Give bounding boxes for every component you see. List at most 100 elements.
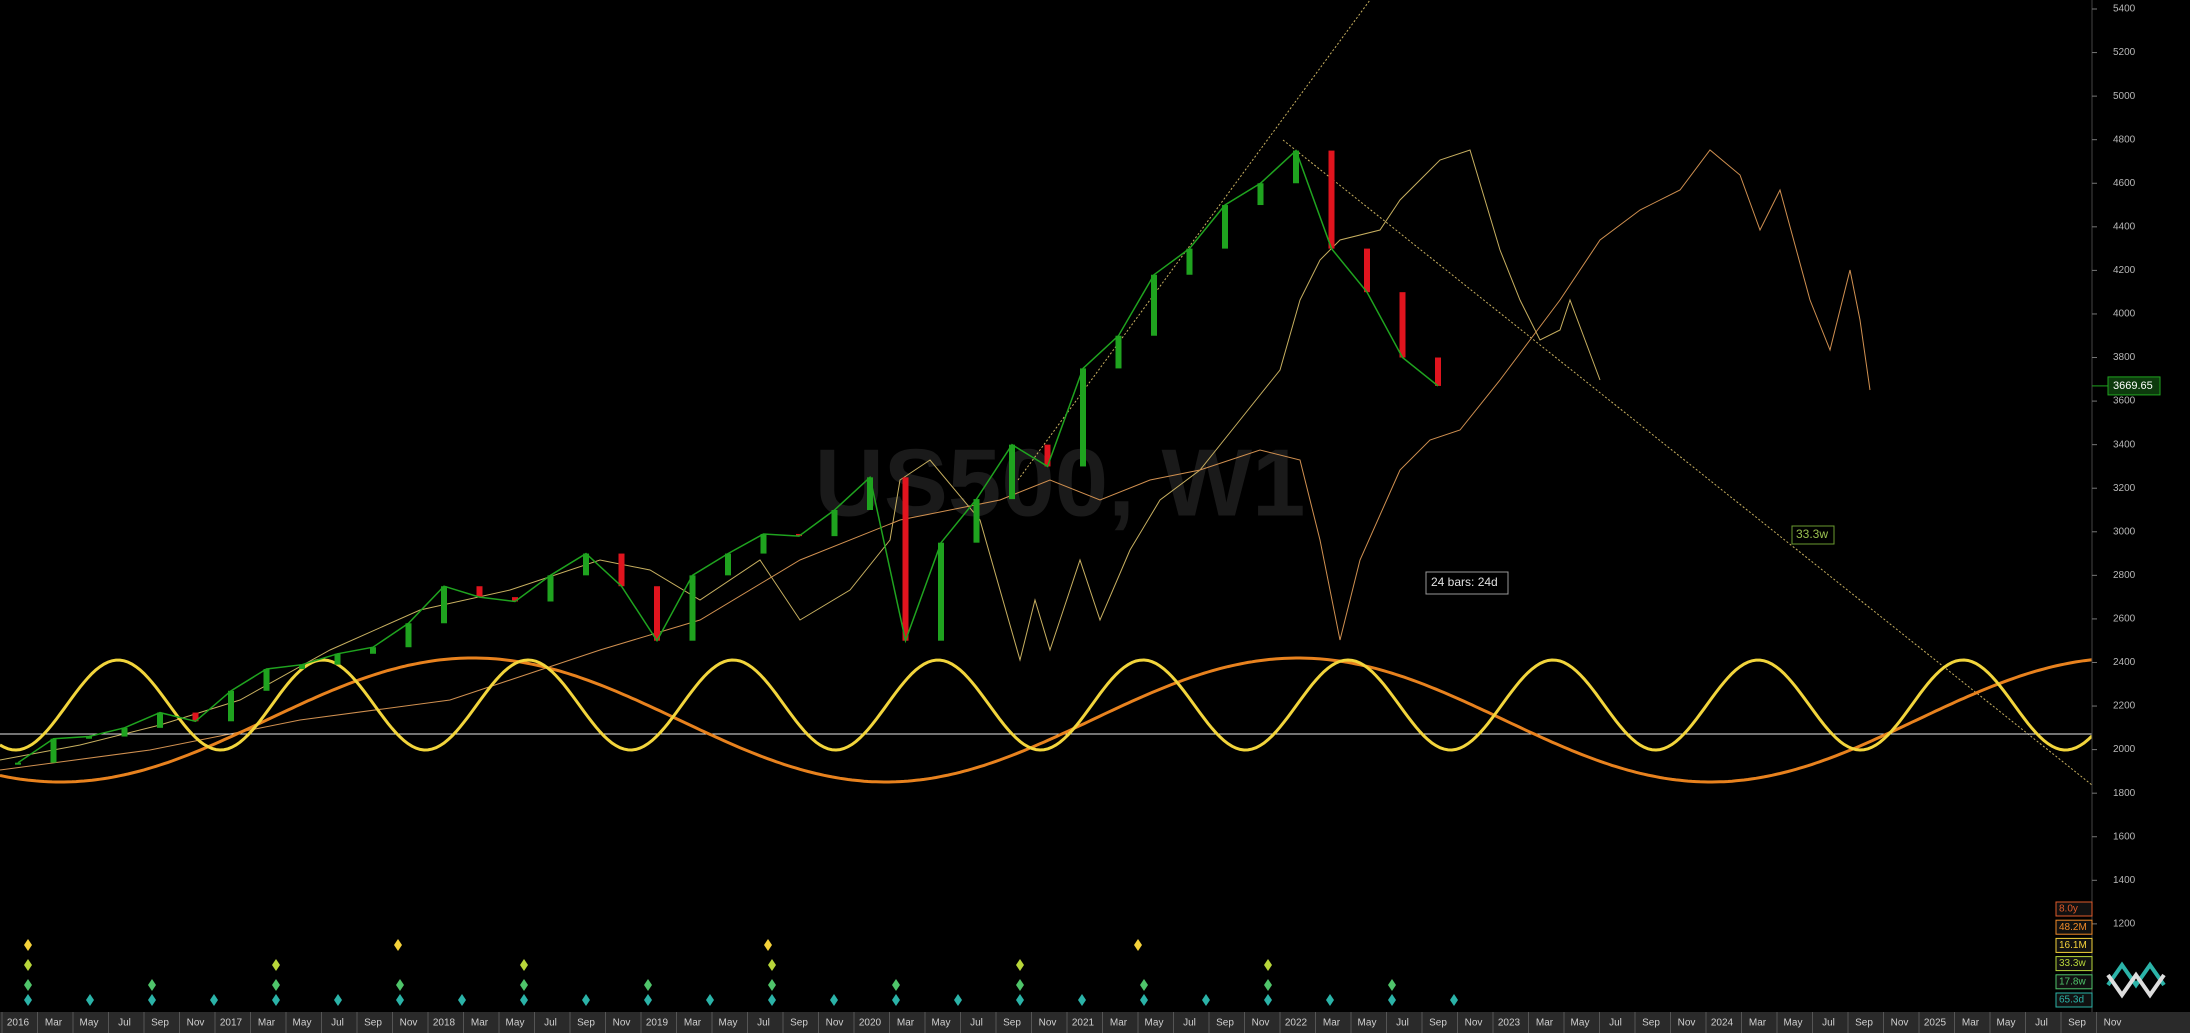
x-tick-label: Mar bbox=[897, 1018, 915, 1029]
y-tick-label: 1400 bbox=[2113, 875, 2136, 886]
annotation: 24 bars: 24d bbox=[1431, 575, 1498, 589]
phase-marker bbox=[148, 979, 156, 991]
y-tick-label: 1600 bbox=[2113, 831, 2136, 842]
candle bbox=[1044, 444, 1051, 467]
y-tick-label: 4200 bbox=[2113, 265, 2136, 276]
candle bbox=[725, 553, 731, 576]
phase-marker bbox=[1326, 994, 1334, 1006]
y-tick-label: 2000 bbox=[2113, 744, 2136, 755]
phase-marker bbox=[644, 979, 652, 991]
x-tick-label: 2024 bbox=[1711, 1018, 1734, 1029]
phase-marker bbox=[24, 994, 32, 1006]
phase-marker bbox=[1016, 959, 1024, 971]
annotation: 33.3w bbox=[1796, 527, 1828, 541]
candle bbox=[299, 664, 305, 670]
phase-marker bbox=[210, 994, 218, 1006]
phase-marker bbox=[334, 994, 342, 1006]
x-tick-label: May bbox=[932, 1018, 951, 1029]
x-tick-label: Nov bbox=[1891, 1018, 1909, 1029]
cycle-label-box bbox=[2055, 937, 2093, 953]
annotation-box bbox=[1791, 525, 1835, 545]
x-tick-label: Nov bbox=[187, 1018, 205, 1029]
trend-line bbox=[1017, 0, 1371, 481]
x-tick-label: Jul bbox=[970, 1018, 983, 1029]
x-tick-label: May bbox=[1145, 1018, 1164, 1029]
phase-marker bbox=[1140, 979, 1148, 991]
phase-marker bbox=[394, 939, 402, 951]
phase-marker bbox=[892, 994, 900, 1006]
candle bbox=[618, 553, 625, 587]
phase-marker bbox=[272, 979, 280, 991]
phase-marker bbox=[272, 994, 280, 1006]
x-tick-label: May bbox=[1784, 1018, 1803, 1029]
y-tick-label: 3400 bbox=[2113, 439, 2136, 450]
x-tick-label: Mar bbox=[1110, 1018, 1128, 1029]
candle bbox=[228, 690, 234, 722]
phase-marker bbox=[1388, 979, 1396, 991]
logo bbox=[2106, 961, 2166, 999]
candle bbox=[263, 669, 270, 691]
x-tick-label: Nov bbox=[1678, 1018, 1696, 1029]
candle bbox=[370, 647, 376, 654]
x-tick-label: Mar bbox=[684, 1018, 702, 1029]
phase-marker bbox=[1264, 994, 1272, 1006]
candle bbox=[334, 653, 341, 665]
candle bbox=[192, 712, 199, 722]
x-tick-label: May bbox=[293, 1018, 312, 1029]
x-tick-label: May bbox=[1997, 1018, 2016, 1029]
x-tick-label: Sep bbox=[577, 1018, 595, 1029]
x-tick-label: Mar bbox=[45, 1018, 63, 1029]
cycle-label: 33.3w bbox=[2059, 958, 2086, 969]
x-tick-label: Jul bbox=[2035, 1018, 2048, 1029]
x-tick-label: Jul bbox=[1183, 1018, 1196, 1029]
candle bbox=[512, 597, 518, 602]
candle bbox=[1293, 150, 1299, 184]
x-tick-label: Jul bbox=[757, 1018, 770, 1029]
candle bbox=[1364, 248, 1370, 293]
phase-marker bbox=[24, 959, 32, 971]
x-tick-label: 2025 bbox=[1924, 1018, 1947, 1029]
phase-marker bbox=[1202, 994, 1210, 1006]
candle bbox=[1151, 274, 1157, 336]
cycle-wave bbox=[0, 658, 2094, 752]
phase-marker bbox=[954, 994, 962, 1006]
phase-marker bbox=[582, 994, 590, 1006]
x-tick-label: Mar bbox=[1323, 1018, 1341, 1029]
x-tick-label: Mar bbox=[258, 1018, 276, 1029]
x-tick-label: Sep bbox=[364, 1018, 382, 1029]
candle bbox=[938, 542, 944, 641]
cycle-wave bbox=[0, 656, 2093, 784]
phase-marker bbox=[644, 994, 652, 1006]
y-tick-label: 5000 bbox=[2113, 91, 2136, 102]
candle bbox=[121, 727, 128, 737]
y-tick-label: 4600 bbox=[2113, 178, 2136, 189]
projection-line bbox=[0, 149, 1871, 771]
x-tick-label: 2018 bbox=[433, 1018, 456, 1029]
phase-marker bbox=[272, 959, 280, 971]
candle bbox=[796, 533, 802, 537]
x-tick-label: May bbox=[80, 1018, 99, 1029]
phase-marker bbox=[520, 959, 528, 971]
phase-marker bbox=[1140, 994, 1148, 1006]
cycle-label-box bbox=[2055, 956, 2093, 972]
y-tick-label: 3200 bbox=[2113, 483, 2136, 494]
x-tick-label: Mar bbox=[1749, 1018, 1767, 1029]
y-tick-label: 2400 bbox=[2113, 657, 2136, 668]
candle bbox=[1399, 292, 1406, 358]
phase-marker bbox=[768, 959, 776, 971]
candle bbox=[15, 762, 21, 765]
x-tick-label: May bbox=[1358, 1018, 1377, 1029]
x-tick-label: Sep bbox=[151, 1018, 169, 1029]
price-label: 3669.65 bbox=[2113, 380, 2153, 392]
candle bbox=[547, 575, 554, 602]
x-tick-label: Nov bbox=[400, 1018, 418, 1029]
x-tick-label: May bbox=[719, 1018, 738, 1029]
y-tick-label: 3000 bbox=[2113, 526, 2136, 537]
x-tick-label: Nov bbox=[613, 1018, 631, 1029]
x-tick-label: Nov bbox=[2104, 1018, 2122, 1029]
candle bbox=[1080, 368, 1086, 467]
cycle-label-box bbox=[2055, 919, 2093, 935]
x-tick-label: Sep bbox=[790, 1018, 808, 1029]
x-tick-label: 2019 bbox=[646, 1018, 669, 1029]
